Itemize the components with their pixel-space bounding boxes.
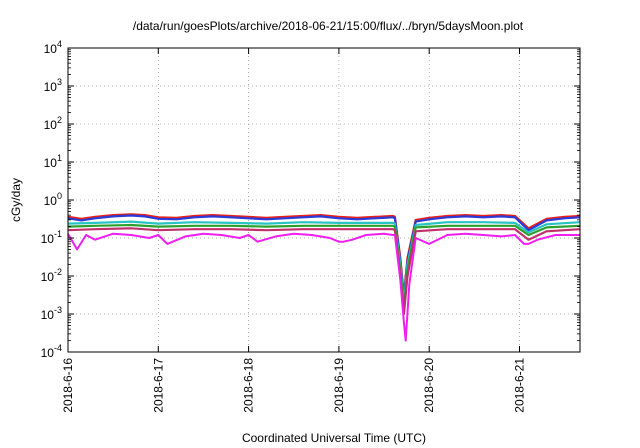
y-axis-label: cGy/day — [9, 178, 23, 222]
series-line-6 — [67, 232, 580, 342]
x-tick-label: 2018-6-19 — [332, 358, 346, 413]
y-tick-label: 101 — [44, 153, 62, 170]
y-tick-label: 10-4 — [41, 343, 62, 360]
series-line-3 — [67, 220, 581, 304]
x-axis-label: Coordinated Universal Time (UTC) — [242, 431, 426, 445]
chart-title: /data/run/goesPlots/archive/2018-06-21/1… — [133, 19, 524, 33]
x-tick-label: 2018-6-20 — [422, 358, 436, 413]
x-tick-label: 2018-6-16 — [61, 358, 75, 413]
x-tick-label: 2018-6-17 — [151, 358, 165, 413]
x-tick-label: 2018-6-18 — [242, 358, 256, 413]
series-group — [67, 213, 581, 342]
y-tick-label: 102 — [44, 115, 62, 132]
x-tick-label: 2018-6-21 — [512, 358, 526, 413]
y-tick-label: 103 — [44, 77, 62, 94]
grid-lines — [68, 48, 580, 352]
series-line-4 — [67, 223, 581, 309]
series-line-5 — [67, 227, 581, 316]
axis-ticks: 10-4 10-3 10-2 10-1 100 101 102 103 104 2018-6-16… — [41, 39, 580, 413]
y-tick-label: 10-2 — [41, 267, 62, 284]
y-tick-label: 100 — [44, 191, 62, 208]
y-tick-label: 10-1 — [41, 229, 62, 246]
y-tick-label: 10-3 — [41, 305, 62, 322]
y-tick-label: 104 — [44, 39, 62, 56]
series-line-2 — [67, 214, 581, 300]
series-line-1 — [67, 213, 581, 297]
